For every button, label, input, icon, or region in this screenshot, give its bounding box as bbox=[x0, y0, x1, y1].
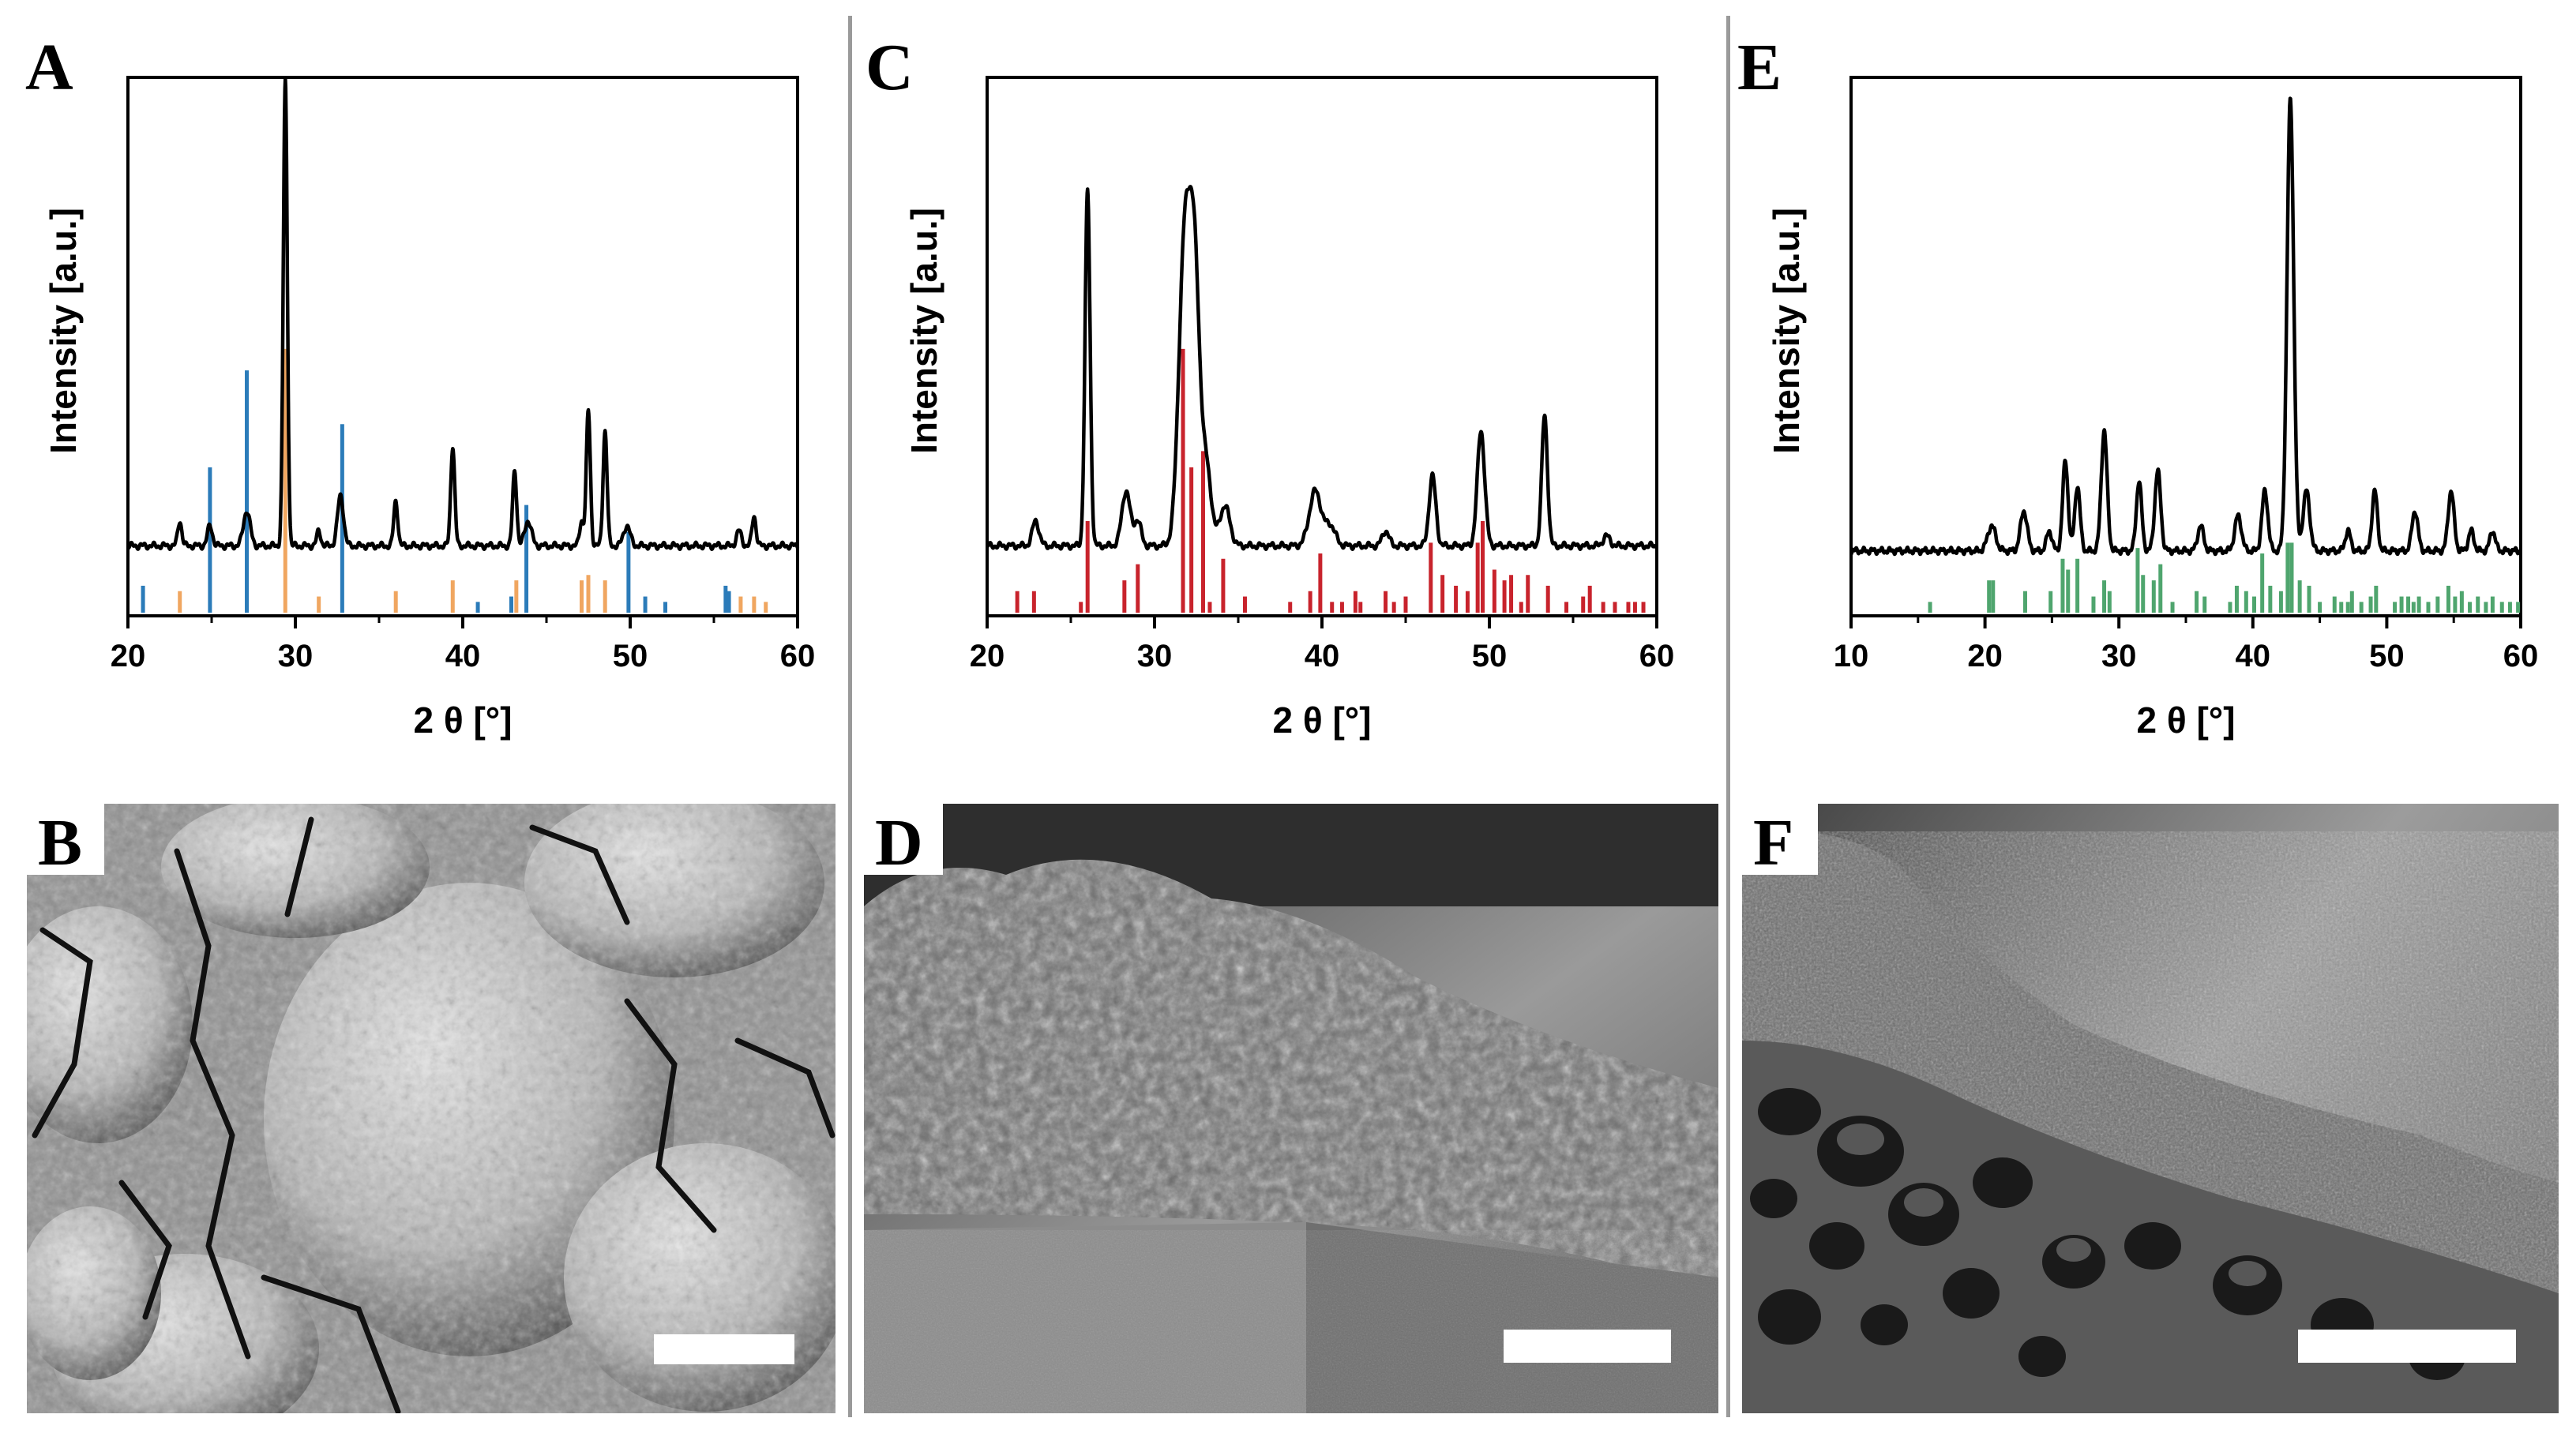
x-tick-label: 50 bbox=[613, 639, 648, 673]
panel-label-box-b bbox=[27, 804, 104, 875]
plot-frame-a bbox=[126, 76, 799, 617]
divider-right bbox=[1726, 16, 1730, 1417]
x-axis-label: 2 θ [°] bbox=[413, 700, 512, 741]
panel-label-box-d bbox=[864, 804, 943, 875]
diffraction-pattern-line bbox=[1849, 96, 2522, 557]
diffraction-pattern-line bbox=[126, 76, 800, 551]
x-tick-label: 20 bbox=[111, 639, 146, 673]
x-axis-label: 2 θ [°] bbox=[1272, 700, 1371, 741]
panel-label-a: A bbox=[25, 31, 73, 104]
sem-image-b: B bbox=[27, 804, 836, 1413]
scale-bar-f bbox=[2298, 1330, 2516, 1363]
scale-bar-d bbox=[1504, 1330, 1671, 1363]
panel-label-d: D bbox=[875, 806, 923, 880]
chart-c: 20 30 40 50 60 2 θ [°] Intensity [a.u.] bbox=[903, 76, 1675, 741]
xrd-charts: 20 30 40 50 60 2 θ [°] Intensity [a.u.] 20 30 40 5… bbox=[43, 76, 2539, 741]
x-tick-label: 60 bbox=[1639, 639, 1675, 673]
x-tick-label: 40 bbox=[445, 639, 481, 673]
x-tick-label: 60 bbox=[780, 639, 816, 673]
sem-image-d: D bbox=[864, 804, 1718, 1413]
panel-label-box-f bbox=[1742, 804, 1818, 875]
panel-label-e: E bbox=[1737, 31, 1782, 104]
x-tick-label: 10 bbox=[1834, 639, 1869, 673]
x-tick-label: 40 bbox=[2236, 639, 2271, 673]
diffraction-pattern-line bbox=[986, 185, 1658, 551]
divider-left bbox=[848, 16, 852, 1417]
scale-bar-b bbox=[654, 1334, 794, 1364]
sem-image-f: F bbox=[1742, 804, 2559, 1413]
panel-label-b: B bbox=[38, 806, 83, 880]
panel-label-c: C bbox=[866, 31, 914, 104]
y-axis-label: Intensity [a.u.] bbox=[903, 208, 944, 454]
x-tick-label: 30 bbox=[278, 639, 314, 673]
panel-label-f: F bbox=[1753, 806, 1794, 880]
x-tick-label: 20 bbox=[1967, 639, 2003, 673]
y-axis-label: Intensity [a.u.] bbox=[1766, 208, 1807, 454]
y-axis-label: Intensity [a.u.] bbox=[43, 208, 84, 454]
x-tick-label: 60 bbox=[2503, 639, 2539, 673]
x-tick-label: 40 bbox=[1305, 639, 1340, 673]
chart-e: 10 20 30 40 50 60 2 θ [°] Intensity [a.u.] bbox=[1766, 76, 2539, 741]
x-tick-label: 30 bbox=[1137, 639, 1173, 673]
chart-a: 20 30 40 50 60 2 θ [°] Intensity [a.u.] bbox=[43, 76, 816, 741]
x-tick-label: 50 bbox=[1472, 639, 1508, 673]
x-axis-label: 2 θ [°] bbox=[2136, 700, 2235, 741]
x-tick-label: 50 bbox=[2369, 639, 2405, 673]
x-tick-label: 30 bbox=[2101, 639, 2137, 673]
x-tick-label: 20 bbox=[970, 639, 1005, 673]
